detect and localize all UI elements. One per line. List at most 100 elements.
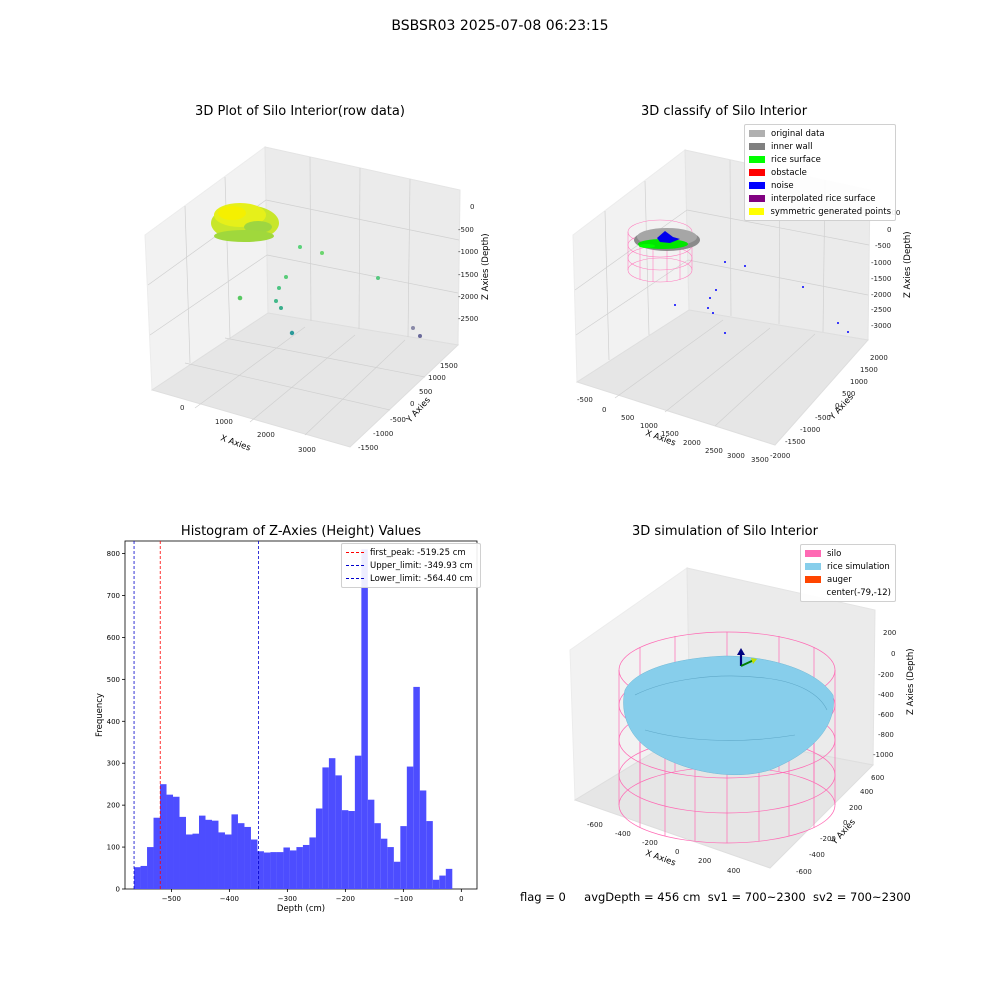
histogram-bar xyxy=(179,816,187,889)
histogram-bar xyxy=(205,819,212,889)
legend-item-lower-limit: Lower_limit: -564.40 cm xyxy=(346,572,476,585)
raw-ztick: -1000 xyxy=(458,248,478,256)
histogram-bar xyxy=(147,847,154,889)
raw-ztick: -2500 xyxy=(458,315,478,323)
y-tick-label: 800 xyxy=(107,550,120,558)
raw-ztick: -500 xyxy=(458,226,474,234)
cls-xtick: 1500 xyxy=(661,430,679,438)
raw-xtick: 2000 xyxy=(257,431,275,439)
raw-ytick: 500 xyxy=(419,388,432,396)
cls-xtick: 500 xyxy=(621,414,634,422)
raw-ytick: 1500 xyxy=(440,362,458,370)
legend-label: original data xyxy=(771,128,825,139)
histogram-bar xyxy=(374,823,381,889)
raw-ytick: -500 xyxy=(390,416,406,424)
raw-xtick: 3000 xyxy=(298,446,316,454)
cls-ztick: -2500 xyxy=(871,306,891,314)
legend-line xyxy=(346,578,364,579)
histogram-bar xyxy=(153,817,161,889)
cls-zlabel: Z Axies (Depth) xyxy=(903,231,913,298)
raw-3d-plot: 0 1000 2000 3000 1500 1000 500 0 -500 -1… xyxy=(144,146,491,454)
sim-ytick: -200 xyxy=(820,835,836,843)
cls-ztick: -3000 xyxy=(871,322,891,330)
legend-item-upper-limit: Upper_limit: -349.93 cm xyxy=(346,559,476,572)
legend-label: rice simulation xyxy=(827,561,890,572)
histogram-bar xyxy=(335,775,342,889)
histogram-bar xyxy=(224,834,232,889)
y-tick-label: 300 xyxy=(107,760,120,768)
cls-ytick: -1500 xyxy=(785,438,805,446)
histogram-bar xyxy=(400,826,407,889)
histogram-bar xyxy=(257,851,264,889)
legend-swatch xyxy=(805,550,821,557)
legend-label: obstacle xyxy=(771,167,807,178)
sim-xtick: 400 xyxy=(727,867,740,875)
flag-text: flag = 0 xyxy=(520,890,566,904)
sim-xtick: -200 xyxy=(642,839,658,847)
histogram-bar xyxy=(173,796,180,889)
cls-xtick: -500 xyxy=(577,396,593,404)
histogram-bar xyxy=(134,867,141,889)
x-tick-label: 0 xyxy=(459,895,463,903)
cls-ytick: 1500 xyxy=(860,366,878,374)
legend-item-original-data: original data xyxy=(749,127,891,140)
legend-swatch xyxy=(749,143,765,150)
sim-ztick: -200 xyxy=(878,671,894,679)
histogram-bar xyxy=(270,852,277,889)
histogram-bar xyxy=(218,832,225,889)
x-tick-label: −500 xyxy=(162,895,181,903)
legend-line xyxy=(346,565,364,566)
raw-ztick: -2000 xyxy=(458,293,478,301)
y-tick-label: 700 xyxy=(107,592,120,600)
histogram-bar xyxy=(309,837,316,889)
histogram-bar xyxy=(406,766,414,889)
y-tick-label: 500 xyxy=(107,676,120,684)
histogram-bar xyxy=(348,811,355,889)
raw-ztick: -1500 xyxy=(458,271,478,279)
legend-label: Upper_limit: -349.93 cm xyxy=(370,560,473,571)
cls-xtick: 2500 xyxy=(705,447,723,455)
raw-xtick: 0 xyxy=(180,404,184,412)
cls-ytick: 1000 xyxy=(850,378,868,386)
y-tick-label: 200 xyxy=(107,802,120,810)
sv1-text: sv1 = 700~2300 xyxy=(707,890,806,904)
legend-item-rice-simulation: rice simulation xyxy=(805,560,891,573)
cls-ztick: 0 xyxy=(887,226,891,234)
legend-label: center(-79,-12) xyxy=(826,587,891,598)
histogram-bar xyxy=(186,834,193,889)
histogram-bar xyxy=(192,833,199,889)
y-tick-label: 0 xyxy=(116,886,120,894)
legend-swatch xyxy=(749,208,765,215)
legend-swatch xyxy=(749,156,765,163)
raw-xlabel: X Axies xyxy=(219,433,252,453)
y-tick-label: 400 xyxy=(107,718,120,726)
cls-ytick: 2000 xyxy=(870,354,888,362)
histogram-ylabel: Frequency xyxy=(95,693,105,737)
legend-item-symmetric: symmetric generated points xyxy=(749,205,891,218)
legend-label: noise xyxy=(771,180,794,191)
sim-ztick: 0 xyxy=(891,650,895,658)
histogram-chart: −500 −400 −300 −200 −100 0 0 100 200 300 400 500 60… xyxy=(95,540,478,914)
legend-line xyxy=(346,552,364,553)
raw-ylabel: Y Axies xyxy=(404,395,433,426)
sim-ytick: -400 xyxy=(809,851,825,859)
cls-xtick: 3500 xyxy=(751,456,769,464)
sim-ztick: -400 xyxy=(878,691,894,699)
legend-swatch xyxy=(749,182,765,189)
sim-ytick: 200 xyxy=(849,804,862,812)
legend-item-auger: auger xyxy=(805,573,891,586)
legend-swatch xyxy=(749,195,765,202)
sim-ytick: 0 xyxy=(843,819,847,827)
histogram-bar xyxy=(198,815,206,889)
histogram-bar xyxy=(211,820,219,889)
histogram-bar xyxy=(276,852,284,889)
simulation-legend: silo rice simulation auger center(-79,-1… xyxy=(800,544,896,602)
x-tick-label: −200 xyxy=(336,895,355,903)
legend-label: inner wall xyxy=(771,141,813,152)
histogram-bar xyxy=(361,549,368,889)
raw-ytick: 1000 xyxy=(428,374,446,382)
sim-ztick: 200 xyxy=(883,629,896,637)
cls-ztick: -1000 xyxy=(871,259,891,267)
x-tick-label: −100 xyxy=(394,895,413,903)
raw-ytick: 0 xyxy=(410,400,414,408)
